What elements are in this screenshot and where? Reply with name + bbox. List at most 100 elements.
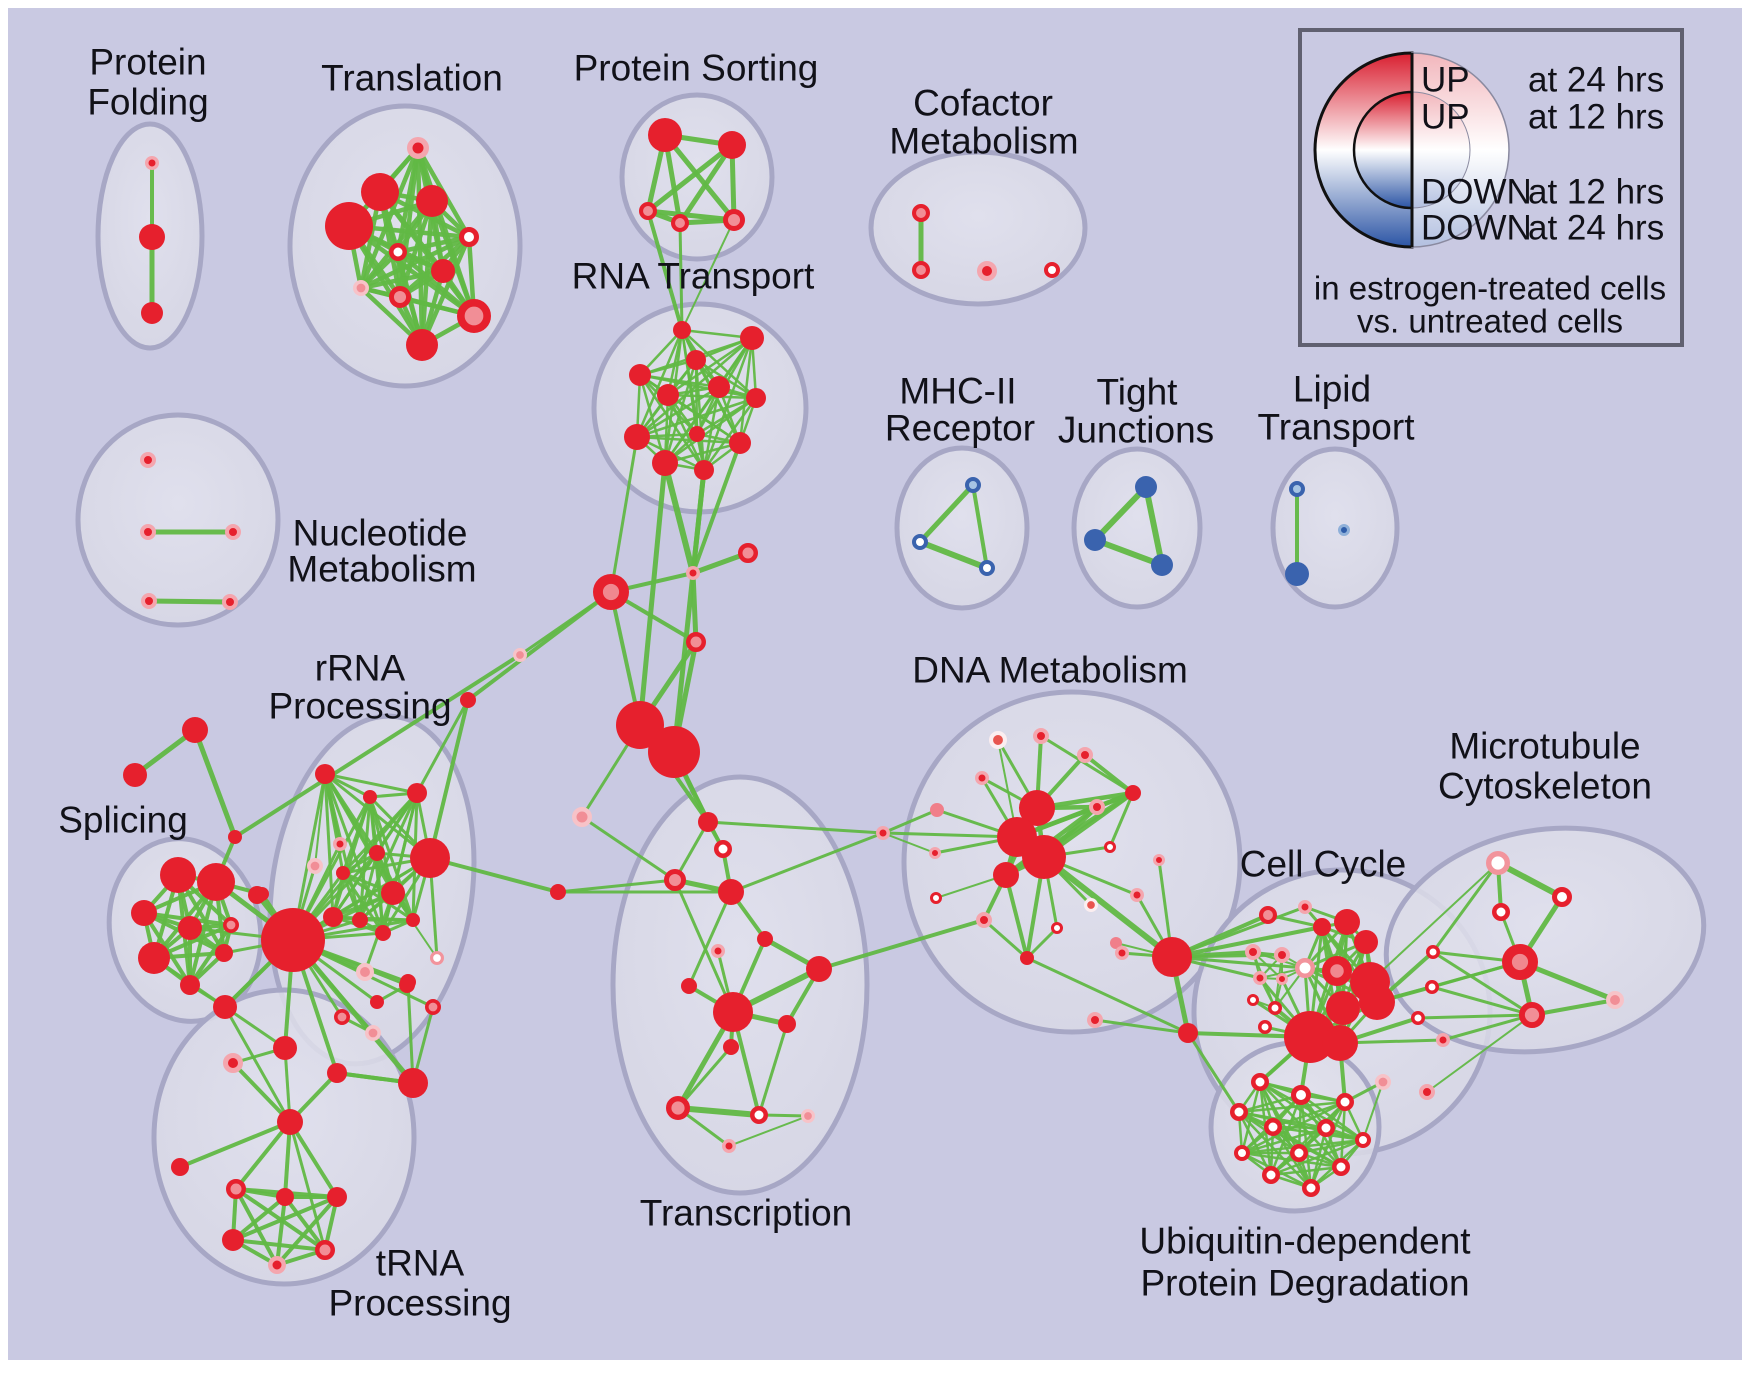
- label-protein-folding: Folding: [87, 82, 208, 123]
- edge: [691, 442, 742, 574]
- edge: [232, 1238, 326, 1252]
- label-trna-processing: Processing: [328, 1283, 511, 1324]
- node-tx3: [663, 868, 686, 891]
- node-dn6: [1125, 785, 1141, 801]
- node-tx14: [801, 1108, 816, 1123]
- edge: [1004, 874, 1029, 959]
- node-mc3: [1411, 1011, 1425, 1025]
- node-mc1: [1426, 945, 1440, 959]
- node-sp2: [197, 863, 235, 901]
- node-tn1: [226, 1179, 246, 1199]
- legend-circle-right-inner: [1411, 91, 1471, 209]
- edge: [234, 1120, 292, 1191]
- edge: [671, 469, 707, 753]
- node-rt3: [686, 350, 706, 370]
- node-cc3: [1313, 918, 1331, 936]
- edge: [918, 483, 975, 544]
- edge: [1417, 1013, 1533, 1020]
- edge: [702, 397, 758, 471]
- node-rr8: [410, 838, 450, 878]
- legend-time-3: at 24 hrs: [1528, 209, 1664, 248]
- node-tri3: [228, 830, 242, 844]
- node-rr12: [375, 925, 391, 941]
- node-dn18: [976, 912, 992, 928]
- node-cc19: [1258, 1020, 1272, 1034]
- node-rr19: [213, 995, 237, 1019]
- edge: [324, 772, 418, 795]
- node-tr8: [352, 279, 369, 296]
- edge: [1496, 860, 1564, 900]
- edge: [677, 143, 735, 225]
- node-sp4: [178, 916, 202, 940]
- node-dn24: [1152, 937, 1192, 977]
- edge: [179, 1120, 291, 1169]
- node-dn25: [1178, 1023, 1198, 1043]
- label-protein-sorting: Protein Sorting: [574, 48, 819, 89]
- edge: [1092, 484, 1149, 543]
- node-dn23: [1115, 946, 1129, 960]
- edge: [342, 871, 414, 922]
- edge: [690, 572, 699, 643]
- node-pf1: [145, 156, 159, 170]
- node-mt5: [1519, 1001, 1546, 1028]
- edge: [646, 210, 684, 331]
- node-nm4: [141, 593, 157, 609]
- node-sp8: [215, 944, 233, 962]
- node-ub3: [1336, 1093, 1354, 1111]
- label-splicing: Splicing: [58, 800, 188, 841]
- node-rt2: [740, 326, 764, 350]
- node-rr22: [327, 1063, 347, 1083]
- node-rr3: [407, 783, 427, 803]
- node-sp5: [223, 916, 240, 933]
- edge: [275, 1195, 339, 1267]
- node-rr15: [355, 963, 374, 982]
- edge: [918, 539, 989, 571]
- node-rt1: [673, 321, 691, 339]
- edge: [358, 792, 419, 921]
- node-tn2: [276, 1188, 294, 1206]
- node-ch4: [686, 632, 706, 652]
- edge: [663, 386, 721, 464]
- edge: [1040, 734, 1134, 795]
- legend-direction-0: UP: [1421, 61, 1470, 100]
- node-dn9: [929, 847, 941, 859]
- node-tn6: [268, 1256, 286, 1274]
- node-cc1: [1259, 906, 1278, 925]
- node-dn14: [1104, 841, 1116, 853]
- node-dn22: [1110, 937, 1122, 949]
- edge: [1026, 956, 1189, 1035]
- edge: [667, 336, 753, 397]
- node-rt7: [746, 388, 766, 408]
- node-ub9: [1290, 1144, 1308, 1162]
- edge: [676, 1046, 733, 1109]
- node-ub12: [1302, 1179, 1320, 1197]
- edge: [1143, 486, 1165, 566]
- edge: [1171, 925, 1323, 959]
- node-tx2: [714, 840, 732, 858]
- edge: [232, 1195, 338, 1242]
- node-tr3: [416, 185, 448, 217]
- node-dn5: [930, 803, 944, 817]
- node-cc14: [1276, 973, 1288, 985]
- node-ps4: [671, 213, 690, 232]
- node-ch2: [738, 543, 758, 563]
- edge: [636, 435, 741, 445]
- label-rrna-processing: rRNA: [315, 648, 406, 689]
- node-txL: [572, 807, 592, 827]
- node-cc18: [1322, 1025, 1358, 1061]
- node-nm5: [222, 594, 238, 610]
- node-mt4: [1501, 944, 1538, 981]
- legend-time-1: at 12 hrs: [1528, 98, 1664, 137]
- edge: [428, 699, 470, 859]
- node-ps1: [648, 118, 682, 152]
- node-nm3: [225, 524, 241, 540]
- node-dn19: [1083, 898, 1098, 913]
- edge: [466, 590, 613, 702]
- node-rr20: [223, 1053, 243, 1073]
- node-sp1: [160, 857, 196, 893]
- node-cf3: [977, 261, 997, 281]
- node-tx5: [757, 931, 773, 947]
- node-tr7: [431, 259, 455, 283]
- node-cc2: [1298, 900, 1312, 914]
- edge: [663, 133, 736, 222]
